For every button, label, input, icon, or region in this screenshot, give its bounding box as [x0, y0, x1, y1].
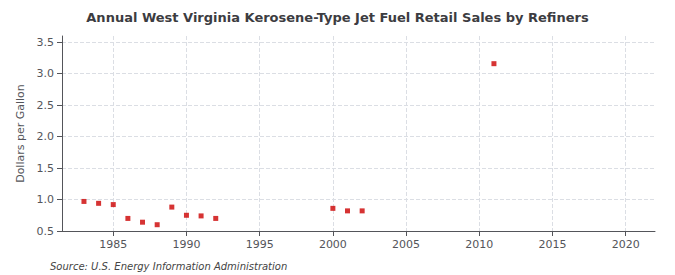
svg-text:2020: 2020: [612, 238, 640, 251]
svg-text:Dollars per Gallon: Dollars per Gallon: [14, 84, 27, 183]
svg-text:2015: 2015: [539, 238, 567, 251]
svg-text:1.0: 1.0: [37, 193, 55, 206]
svg-text:Annual West Virginia Kerosene-: Annual West Virginia Kerosene-Type Jet F…: [86, 10, 589, 25]
svg-text:0.5: 0.5: [37, 225, 55, 238]
svg-text:1990: 1990: [172, 238, 200, 251]
svg-text:2010: 2010: [465, 238, 493, 251]
svg-text:3.5: 3.5: [37, 36, 55, 49]
svg-text:2.5: 2.5: [37, 99, 55, 112]
svg-text:2.0: 2.0: [37, 130, 55, 143]
svg-text:Source: U.S. Energy Informatio: Source: U.S. Energy Information Administ…: [50, 261, 287, 272]
svg-text:2005: 2005: [392, 238, 420, 251]
svg-text:1.5: 1.5: [37, 162, 55, 175]
svg-text:1985: 1985: [99, 238, 127, 251]
svg-text:1995: 1995: [246, 238, 274, 251]
svg-text:3.0: 3.0: [37, 67, 55, 80]
svg-text:2000: 2000: [319, 238, 347, 251]
